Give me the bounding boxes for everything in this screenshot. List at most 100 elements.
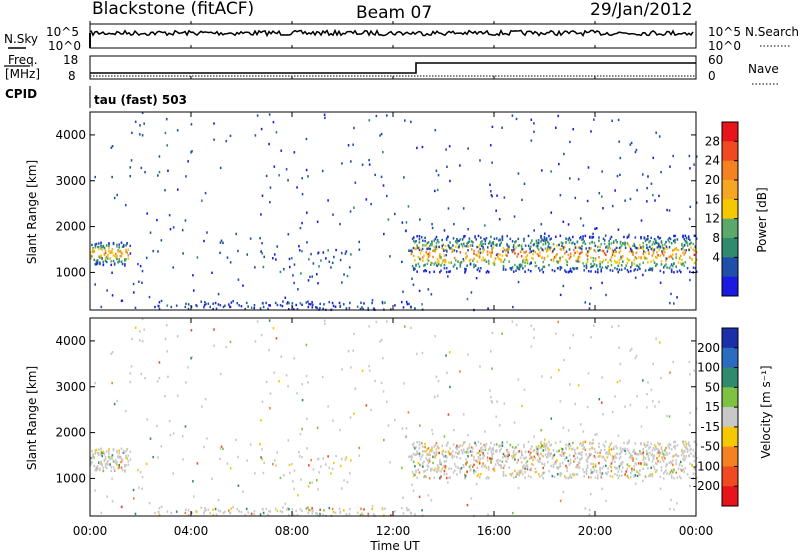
power-echo [619,156,622,160]
velocity-echo [524,476,526,479]
power-echo [542,243,545,246]
power-echo [365,198,368,201]
power-echo [120,241,123,244]
power-echo [497,252,499,256]
power-echo [568,270,571,273]
velocity-echo [617,476,620,480]
velocity-echo [566,466,568,470]
power-echo [502,267,505,270]
velocity-echo [236,507,239,511]
power-echo [473,249,475,253]
velocity-echo [416,452,418,455]
velocity-echo [606,456,609,459]
velocity-echo [268,319,271,322]
power-echo [111,251,114,254]
velocity-echo [117,467,119,470]
velocity-echo [684,457,687,461]
velocity-echo [307,506,309,509]
freq-label: Freq. [8,53,38,67]
velocity-echo [124,470,126,473]
power-echo [479,267,482,270]
velocity-echo [676,476,679,479]
velocity-echo [431,446,433,449]
power-echo [443,229,446,232]
power-echo [111,248,114,251]
velocity-echo [654,470,657,473]
power-echo [459,251,462,254]
velocity-echo [526,467,529,471]
power-echo [175,304,178,307]
velocity-echo [91,461,93,464]
velocity-echo [529,454,531,457]
velocity-echo [490,450,493,453]
power-echo [120,299,123,303]
velocity-echo [610,469,613,473]
power-echo [112,254,115,257]
velocity-echo [172,432,175,435]
power-echo [361,306,363,309]
velocity-echo [108,448,110,451]
velocity-echo [552,465,555,469]
power-echo [445,148,447,151]
power-echo [222,305,225,309]
power-echo [496,194,498,197]
power-echo [195,304,197,307]
velocity-echo [361,512,363,515]
velocity-echo [122,451,125,454]
power-echo [288,265,291,269]
power-colorbar-swatch [722,122,738,142]
velocity-echo [473,455,475,459]
velocity-echo [575,473,578,476]
power-echo [349,210,352,213]
power-echo [468,240,471,243]
velocity-echo [228,509,230,512]
power-echo [131,131,133,135]
velocity-echo [469,450,472,453]
velocity-echo [113,460,116,464]
power-echo [648,241,650,244]
power-echo [448,270,450,274]
velocity-echo [352,349,354,352]
power-echo [94,175,97,179]
velocity-echo [618,474,621,477]
velocity-echo [624,447,626,450]
power-echo [164,189,166,192]
velocity-echo [416,352,418,356]
velocity-echo [440,470,442,473]
velocity-echo [244,513,247,517]
power-echo [411,237,414,240]
power-echo [591,240,593,244]
velocity-echo [97,453,100,457]
power-echo [469,263,472,266]
velocity-echo [436,464,439,467]
power-echo [673,248,675,252]
power-echo [598,191,601,195]
velocity-echo [666,472,668,475]
power-echo [117,250,119,253]
velocity-echo [615,456,617,459]
velocity-echo [417,468,420,472]
velocity-echo [585,468,588,471]
velocity-echo [664,449,666,452]
power-echo [578,260,581,264]
power-colorbar-label: 12 [705,212,720,226]
velocity-echo [120,447,123,450]
velocity-echo [659,487,662,490]
power-echo [482,246,484,249]
power-echo [400,300,403,304]
velocity-echo [169,433,172,437]
power-echo [684,261,687,264]
power-echo [591,265,593,268]
velocity-echo [260,333,263,337]
velocity-echo [527,440,530,444]
power-echo [502,268,505,271]
velocity-echo [224,510,226,513]
velocity-echo [425,449,428,453]
velocity-echo [384,507,386,510]
power-echo [690,241,692,245]
power-echo [125,257,127,261]
velocity-echo [430,499,433,502]
velocity-echo [639,452,642,455]
velocity-echo [591,441,593,445]
power-echo [594,227,596,230]
